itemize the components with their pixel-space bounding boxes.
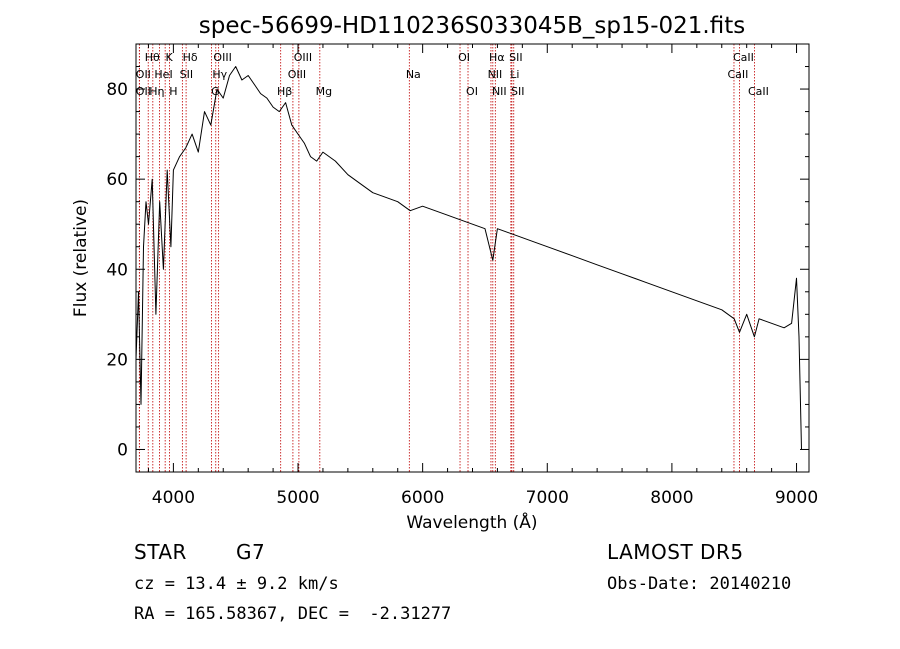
y-tick-label: 40	[106, 260, 128, 280]
line-marker-label: K	[166, 51, 174, 64]
line-marker-label: Hθ	[145, 51, 160, 64]
line-marker-label: SII	[511, 85, 524, 98]
line-marker-label: NII	[488, 68, 503, 81]
redshift-readout: cz = 13.4 ± 9.2 km/s	[134, 574, 339, 594]
line-marker-label: Hα	[489, 51, 505, 64]
line-marker-label: CaII	[728, 68, 749, 81]
line-marker-label: OI	[466, 85, 478, 98]
line-marker-label: OIII	[294, 51, 312, 64]
line-marker-label: OII	[136, 68, 151, 81]
line-marker-label: SII	[509, 51, 522, 64]
x-tick-label: 8000	[650, 488, 693, 508]
line-marker-label: Na	[406, 68, 421, 81]
chart-title: spec-56699-HD110236S033045B_sp15-021.fit…	[199, 13, 745, 39]
survey-label: LAMOST DR5	[607, 540, 744, 564]
line-marker-label: OII	[136, 85, 151, 98]
x-axis-ticks: 4000 5000 6000 7000 8000 9000	[147, 44, 818, 508]
x-tick-label: 9000	[775, 488, 818, 508]
line-marker-label: Hβ	[277, 85, 292, 98]
y-tick-label: 80	[106, 80, 128, 100]
y-tick-label: 60	[106, 170, 128, 190]
x-axis-label: Wavelength (Å)	[406, 511, 537, 533]
y-axis-ticks: 0 20 40 60 80	[106, 66, 809, 460]
spectrum-series	[135, 66, 802, 450]
x-tick-label: 5000	[276, 488, 319, 508]
line-marker-label: HeI	[154, 68, 172, 81]
plot-frame	[135, 43, 810, 473]
line-marker-label: NII	[492, 85, 507, 98]
line-marker-label: Hη	[149, 85, 164, 98]
line-marker-label: Mg	[316, 85, 332, 98]
line-marker-label: CaII	[733, 51, 754, 64]
line-marker-label: OIII	[288, 68, 306, 81]
line-marker-label: CaII	[748, 85, 769, 98]
line-marker-label: Hγ	[212, 68, 227, 81]
line-marker-label: SII	[180, 68, 193, 81]
x-tick-label: 7000	[526, 488, 569, 508]
y-tick-label: 0	[117, 440, 128, 460]
x-tick-label: 6000	[401, 488, 444, 508]
y-axis-label: Flux (relative)	[71, 199, 91, 317]
x-tick-label: 4000	[152, 488, 195, 508]
y-tick-label: 20	[106, 350, 128, 370]
observation-date: Obs-Date: 20140210	[607, 574, 792, 594]
spectrum-line	[135, 66, 802, 450]
line-marker-label: OI	[458, 51, 470, 64]
coordinates-readout: RA = 165.58367, DEC = -2.31277	[134, 604, 452, 624]
line-marker-label: G	[211, 85, 220, 98]
line-marker-label: OIII	[213, 51, 231, 64]
line-marker-labels: OIIOIIHθHηHeIKHSIIHδGHγOIIIHβOIIIOIIIMgN…	[136, 51, 769, 98]
line-markers	[138, 44, 755, 472]
object-class: STAR	[134, 540, 187, 564]
object-subclass: G7	[236, 540, 266, 564]
line-marker-label: Hδ	[183, 51, 198, 64]
line-marker-label: Li	[510, 68, 519, 81]
line-marker-label: H	[169, 85, 177, 98]
